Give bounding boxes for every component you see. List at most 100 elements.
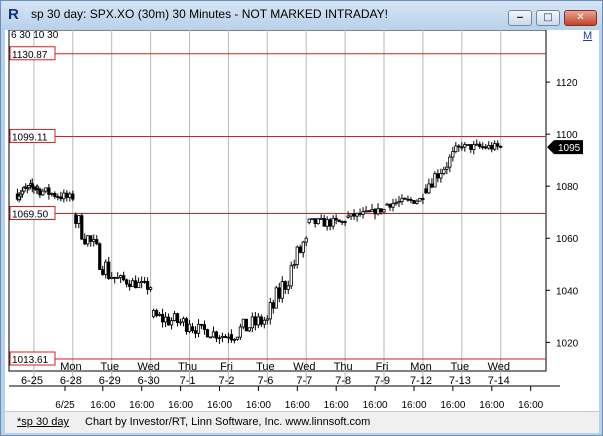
candle-body: [122, 275, 126, 281]
candle-body: [89, 235, 93, 242]
candle-body: [196, 323, 201, 334]
candle-body: [307, 218, 311, 224]
candle-body: [451, 151, 455, 158]
candle-body: [92, 239, 96, 242]
day-date-label: 7-13: [449, 375, 471, 387]
candle-body: [22, 186, 26, 192]
day-date-label: 6-28: [60, 375, 82, 387]
candle-body: [214, 331, 219, 339]
candle-body: [134, 280, 138, 289]
x-time-label: 16:00: [401, 400, 426, 411]
candle-body: [415, 200, 419, 204]
candle-body: [77, 215, 81, 224]
candle-body: [403, 197, 407, 200]
candle-body: [265, 318, 269, 321]
candle-body: [334, 217, 338, 221]
day-weekday-label: Wed: [293, 361, 315, 373]
maximize-button[interactable]: □: [536, 10, 560, 26]
candle-body: [256, 316, 260, 326]
menu-m-button[interactable]: M: [583, 30, 593, 42]
candle-body: [409, 198, 413, 201]
close-button[interactable]: ✕: [564, 10, 597, 26]
candle-body: [400, 197, 404, 202]
candle-body: [268, 302, 272, 320]
day-weekday-label: Wed: [137, 361, 159, 373]
candle-body: [137, 282, 141, 289]
candle-body: [181, 318, 186, 323]
candle-body: [223, 336, 228, 338]
candle-body: [424, 188, 428, 194]
day-weekday-label: Tue: [256, 361, 275, 373]
maximize-icon: □: [543, 12, 553, 23]
candle-body: [20, 190, 24, 195]
candle-body: [157, 313, 162, 316]
day-date-label: 6-25: [21, 375, 43, 387]
candle-body: [436, 173, 440, 179]
candle-body: [352, 213, 356, 217]
candle-body: [259, 316, 263, 325]
candle-body: [466, 144, 470, 146]
candle-body: [430, 183, 434, 188]
candle-body: [427, 183, 431, 194]
candle-body: [128, 283, 132, 288]
candle-body: [83, 238, 87, 245]
candle-body: [169, 320, 174, 326]
candle-body: [65, 192, 69, 198]
candle-body: [463, 144, 467, 148]
x-time-label: 16:00: [479, 400, 504, 411]
candle-body: [391, 203, 395, 208]
candle-body: [30, 183, 34, 188]
x-time-label: 16:00: [246, 400, 271, 411]
day-weekday-label: Fri: [376, 361, 389, 373]
y-tick-label: 1020: [556, 338, 579, 349]
close-icon: ✕: [576, 12, 585, 23]
candle-body: [448, 156, 452, 168]
day-date-label: 7-14: [488, 375, 510, 387]
candle-body: [358, 212, 362, 215]
candle-body: [247, 327, 251, 332]
candle-body: [190, 326, 195, 332]
candle-body: [208, 336, 213, 339]
candle-body: [370, 208, 374, 212]
day-weekday-label: Wed: [488, 361, 510, 373]
candle-body: [202, 324, 207, 330]
chart-name-link[interactable]: *sp 30 day: [17, 416, 69, 428]
candle-body: [283, 281, 287, 290]
candle-body: [331, 217, 335, 227]
candle-body: [17, 195, 21, 200]
candle-body: [119, 275, 123, 278]
candle-body: [211, 331, 216, 338]
price-level-box: [9, 128, 56, 143]
day-date-label: 6-30: [138, 375, 160, 387]
top-left-fragment: 6 30 10 30: [11, 30, 59, 41]
day-weekday-label: Thu: [334, 361, 353, 373]
candle-body: [346, 215, 350, 218]
candle-body: [80, 215, 84, 240]
app-logo-icon: R: [8, 6, 19, 23]
candle-body: [205, 329, 210, 338]
candle-body: [457, 145, 461, 148]
candle-body: [229, 334, 233, 341]
last-price-tag: [547, 140, 583, 155]
candle-body: [62, 192, 66, 200]
day-date-label: 7-6: [257, 375, 273, 387]
candle-body: [328, 219, 332, 227]
price-chart[interactable]: 1020 1040 1060 1080 1100 1120 1130.87 1099.11 10…: [5, 30, 599, 411]
candle-body: [143, 280, 147, 283]
last-price-label: 1095: [558, 143, 581, 154]
candle-body: [304, 237, 308, 243]
day-date-label: 7-7: [296, 375, 312, 387]
candle-body: [250, 316, 254, 329]
candle-body: [125, 279, 129, 285]
candle-body: [487, 145, 491, 149]
day-date-label: 7-8: [335, 375, 351, 387]
candle-body: [110, 276, 114, 279]
candle-body: [322, 217, 326, 227]
candle-body: [493, 143, 497, 150]
price-level-box: [9, 351, 56, 366]
minimize-button[interactable]: ‒: [508, 10, 532, 26]
title-bar[interactable]: R sp 30 day: SPX.XO (30m) 30 Minutes - N…: [1, 1, 602, 29]
candle-body: [418, 198, 422, 202]
candle-body: [187, 323, 192, 332]
